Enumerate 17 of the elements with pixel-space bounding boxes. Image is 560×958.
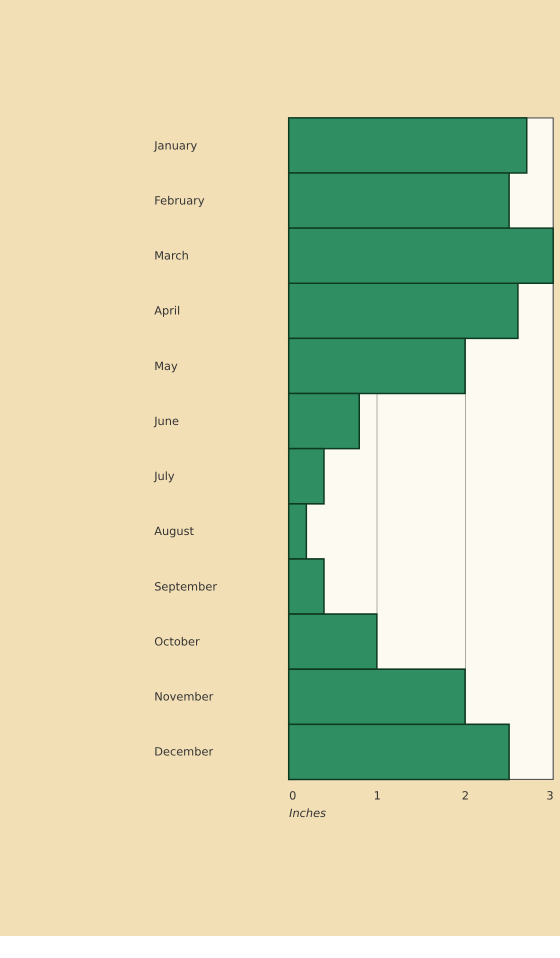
x-tick-label: 0	[289, 788, 296, 803]
y-tick-label: January	[153, 138, 198, 152]
x-tick-label: 1	[374, 788, 381, 803]
y-tick-label: February	[154, 193, 205, 208]
x-tick-label: 2	[462, 788, 470, 803]
y-tick-label: July	[153, 469, 175, 484]
y-tick-label: June	[153, 414, 179, 428]
y-tick-label: April	[154, 304, 180, 318]
y-tick-label: May	[154, 358, 178, 373]
y-tick-label: August	[154, 524, 195, 538]
x-tick-label: 3	[546, 788, 554, 803]
y-tick-label: October	[154, 634, 200, 648]
x-axis-title: Inches	[289, 806, 326, 820]
y-tick-label: December	[154, 744, 214, 759]
y-tick-label: September	[154, 579, 218, 594]
y-tick-label: November	[154, 690, 214, 704]
y-tick-label: March	[154, 248, 189, 263]
